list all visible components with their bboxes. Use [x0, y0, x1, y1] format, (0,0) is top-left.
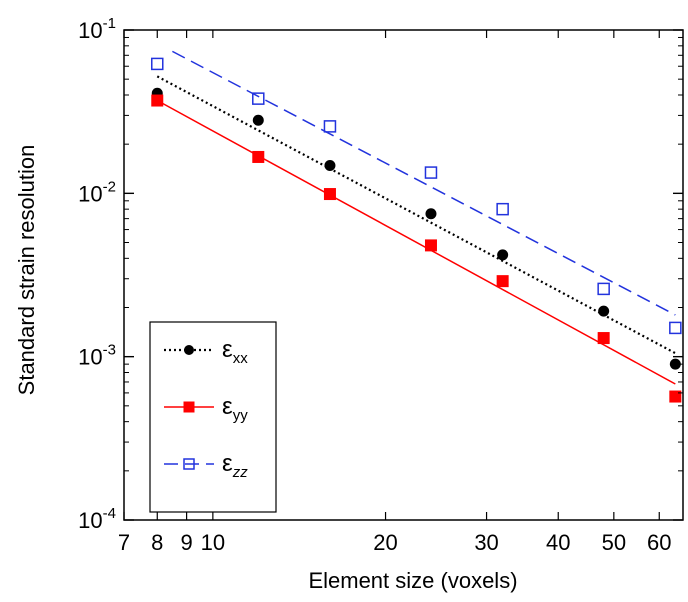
y-tick-label: 10-1: [78, 15, 116, 43]
data-point-xx: [669, 358, 681, 370]
data-point-yy: [496, 275, 509, 288]
data-markers: [151, 57, 682, 403]
legend: εxx εyy εzz: [149, 321, 277, 513]
data-point-zz: [496, 202, 509, 216]
x-tick-label: 20: [373, 530, 397, 555]
x-axis-title: Element size (voxels): [308, 568, 517, 593]
x-tick-label: 10: [201, 530, 225, 555]
data-point-yy: [669, 390, 682, 403]
legend-label-xx: εxx: [222, 336, 248, 367]
x-tick-label: 50: [602, 530, 626, 555]
data-point-xx: [497, 249, 509, 261]
data-point-zz: [252, 92, 265, 105]
legend-marker-xx: [184, 345, 194, 355]
data-point-xx: [324, 160, 336, 172]
data-point-zz: [424, 166, 438, 179]
legend-label-zz: εzz: [222, 450, 248, 481]
x-tick-label: 60: [647, 530, 671, 555]
data-point-zz: [151, 57, 164, 71]
data-point-zz: [597, 282, 610, 296]
fit-line-zz: [172, 50, 676, 316]
legend-marker-yy: [183, 401, 195, 413]
fit-line-yy: [156, 99, 676, 385]
data-point-yy: [424, 239, 437, 252]
x-tick-label: 40: [546, 530, 570, 555]
fit-lines: [156, 50, 676, 385]
data-point-yy: [597, 332, 610, 345]
plot-frame: [123, 29, 684, 521]
y-tick-label: 10-4: [78, 505, 116, 533]
axes: 7 8 9 10 20 30 40 50 60 10-1 10-2 10-3 10-4: [78, 15, 684, 555]
data-point-xx: [598, 305, 610, 317]
data-point-zz: [669, 321, 682, 335]
data-point-zz: [323, 120, 337, 133]
x-tick-label: 9: [180, 530, 192, 555]
x-tick-label: 7: [118, 530, 130, 555]
legend-label-yy: εyy: [222, 393, 248, 424]
legend-marker-zz: [183, 458, 195, 470]
y-tick-label: 10-2: [78, 178, 116, 206]
data-point-yy: [252, 150, 265, 163]
y-axis-title: Standard strain resolution: [14, 145, 39, 396]
fit-line-xx: [156, 75, 676, 355]
data-point-xx: [425, 208, 437, 220]
data-point-xx: [252, 114, 264, 126]
data-point-yy: [151, 94, 164, 107]
x-tick-label: 8: [151, 530, 163, 555]
y-tick-label: 10-3: [78, 342, 116, 370]
x-tick-label: 30: [474, 530, 498, 555]
data-point-yy: [323, 188, 336, 201]
legend-box: [149, 321, 277, 513]
